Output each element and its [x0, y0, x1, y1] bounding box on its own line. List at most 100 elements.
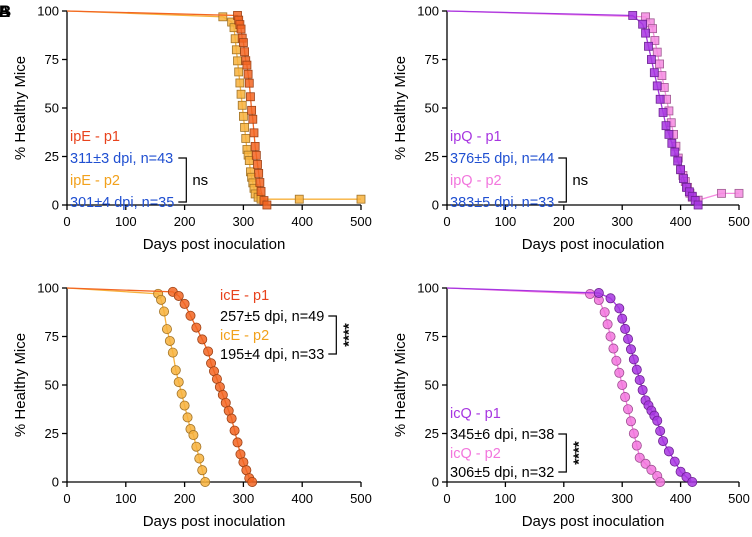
x-tick-label: 500 [350, 491, 372, 506]
data-point [658, 436, 669, 447]
data-point [652, 47, 662, 57]
data-point [717, 188, 726, 198]
data-point [156, 294, 167, 305]
significance-label: **** [570, 441, 587, 465]
annotation-label: icQ - p2 [450, 446, 501, 462]
chart-panel-icQ: 0 25 50 75 100 0 100 200 300 400 500 Days post inoc… [392, 281, 750, 531]
panel-letter-a: A [0, 2, 10, 21]
data-point [644, 41, 653, 51]
data-point [669, 456, 680, 467]
data-point [234, 67, 244, 77]
significance-label: ns [572, 172, 588, 189]
data-point [185, 310, 196, 321]
data-point [235, 78, 245, 88]
data-point [197, 334, 208, 345]
data-point [191, 441, 202, 452]
data-point [631, 364, 642, 375]
annotation-label: 195±4 dpi, n=33 [220, 347, 324, 363]
data-point [236, 24, 246, 34]
y-tick-label: 75 [425, 52, 439, 67]
x-tick-label: 0 [63, 491, 70, 506]
data-point [640, 458, 651, 469]
x-tick-label: 100 [495, 491, 517, 506]
data-point [182, 412, 193, 423]
x-tick-label: 300 [611, 491, 633, 506]
data-point [605, 293, 616, 304]
y-tick-label: 75 [425, 329, 439, 344]
data-point [667, 138, 677, 148]
data-point [232, 437, 243, 448]
series-line-ice-p2 [66, 287, 206, 483]
data-point [634, 374, 645, 385]
data-point [650, 36, 660, 45]
annotation-label: 311±3 dpi, n=43 [70, 151, 173, 167]
data-point [614, 367, 625, 378]
data-point [617, 379, 628, 390]
data-point [294, 194, 304, 204]
x-tick-label: 400 [670, 214, 692, 229]
y-tick-label: 50 [425, 378, 439, 393]
data-point [655, 476, 666, 487]
data-point [647, 55, 656, 64]
data-point [628, 428, 639, 439]
x-tick-label: 100 [115, 214, 137, 229]
y-tick-label: 50 [45, 378, 59, 393]
data-point [164, 335, 175, 346]
data-point [194, 453, 205, 464]
annotation-label: icE - p1 [220, 288, 269, 304]
data-point [611, 355, 622, 366]
annotation-label: icQ - p1 [450, 406, 501, 422]
x-tick-label: 300 [611, 214, 633, 229]
data-point [240, 123, 249, 132]
x-tick-label: 200 [553, 214, 575, 229]
data-point [229, 425, 240, 436]
x-tick-label: 200 [174, 214, 196, 229]
y-tick-label: 0 [432, 475, 439, 490]
data-point [246, 92, 255, 102]
data-point [240, 47, 249, 57]
data-point [608, 343, 619, 354]
x-axis-title: Days post inoculation [143, 513, 286, 530]
data-point [356, 194, 366, 204]
data-point [623, 404, 634, 415]
data-point [244, 78, 254, 88]
data-point [249, 128, 259, 138]
y-axis-title: % Healthy Mice [12, 56, 29, 160]
y-axis-title: % Healthy Mice [392, 333, 409, 437]
data-point [179, 400, 190, 411]
data-point [233, 56, 242, 66]
data-point [197, 465, 208, 476]
x-tick-label: 0 [443, 491, 450, 506]
x-tick-label: 100 [495, 214, 517, 229]
y-tick-label: 75 [45, 329, 59, 344]
data-point [203, 346, 214, 357]
data-point [256, 187, 266, 196]
data-point [734, 188, 744, 198]
data-point [593, 288, 604, 299]
y-tick-label: 25 [425, 426, 439, 441]
y-tick-label: 50 [425, 101, 439, 116]
annotation-label: ipQ - p2 [450, 173, 502, 189]
data-point [661, 121, 671, 131]
y-tick-label: 25 [45, 149, 59, 164]
data-point [646, 464, 657, 475]
data-point [179, 298, 190, 309]
data-point [200, 476, 211, 487]
annotation-label: ipE - p2 [70, 173, 120, 189]
annotation-label: 345±6 dpi, n=38 [450, 427, 554, 443]
data-point [620, 392, 631, 403]
data-point [226, 413, 237, 424]
data-point [188, 430, 199, 441]
data-point [605, 331, 616, 342]
x-tick-label: 400 [291, 491, 313, 506]
data-point [218, 12, 228, 22]
y-tick-label: 75 [45, 52, 59, 67]
data-point [655, 425, 666, 436]
y-tick-label: 0 [52, 475, 59, 490]
x-axis-title: Days post inoculation [522, 513, 665, 530]
data-point [657, 71, 667, 81]
data-point [625, 416, 636, 427]
data-point [238, 38, 248, 48]
data-point [628, 11, 638, 20]
